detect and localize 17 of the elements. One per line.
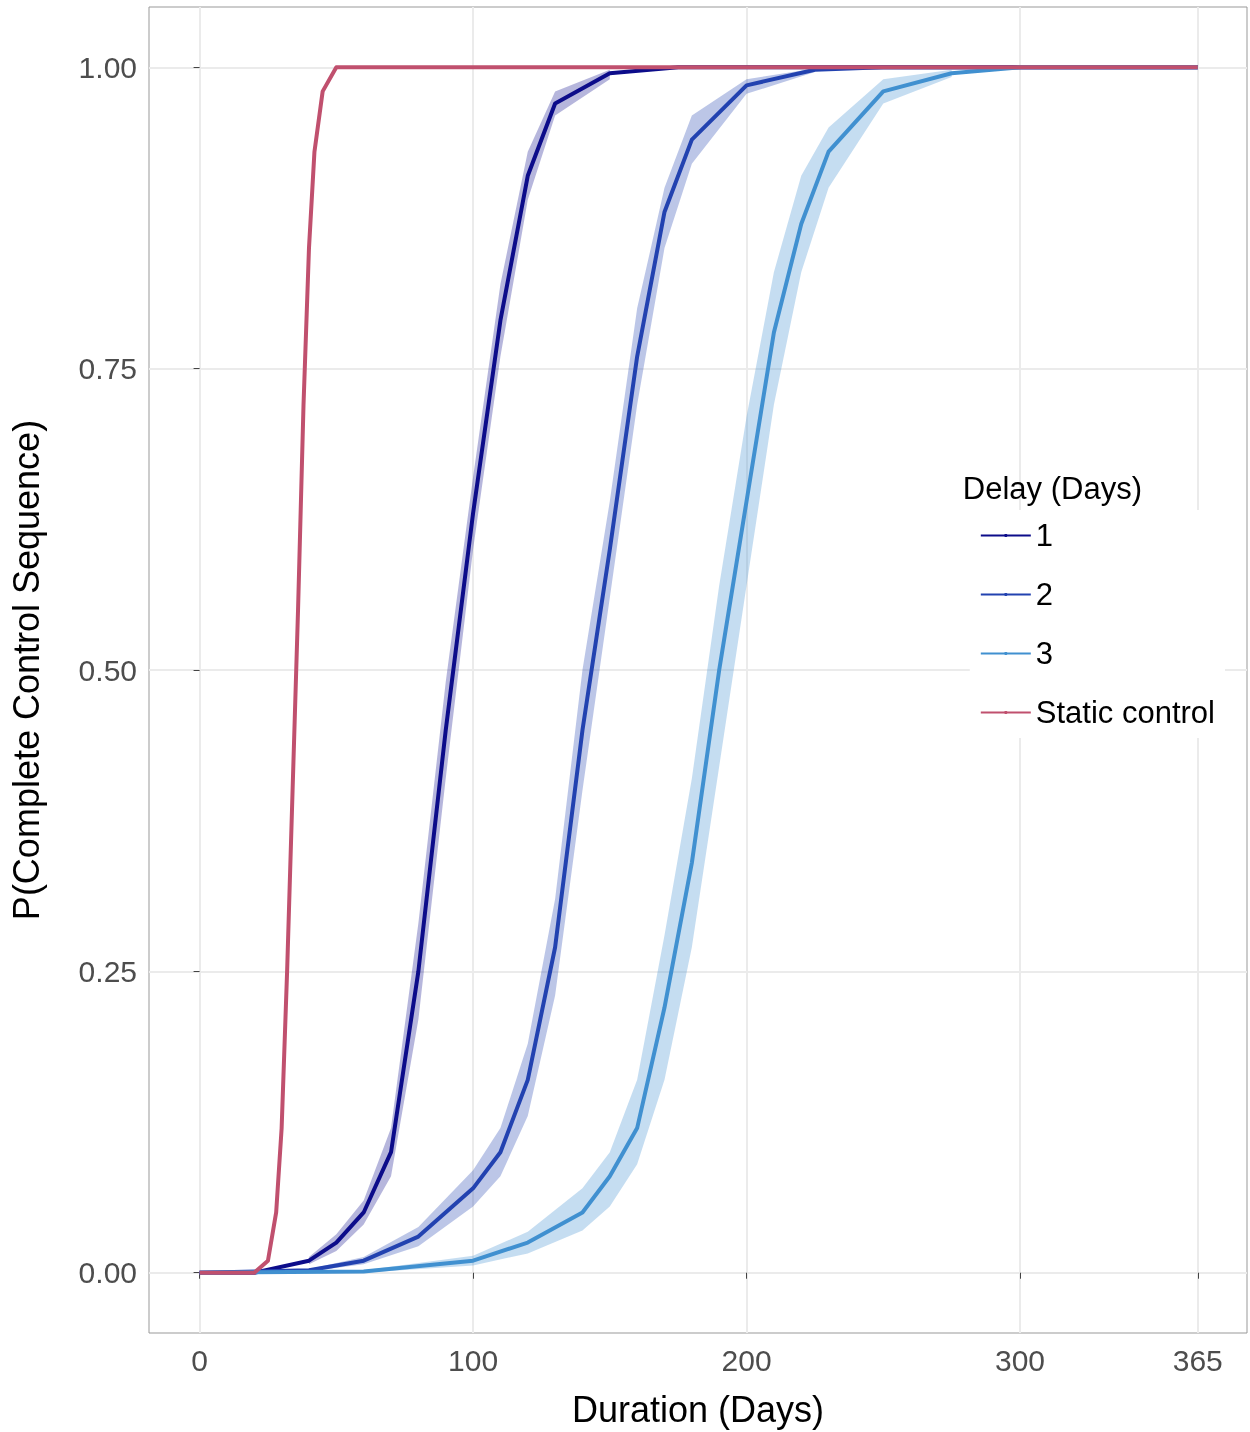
y-tick-label: 0.50 [78,653,137,687]
x-tick-label: 300 [994,1343,1046,1377]
y-tick-label: 1.00 [78,50,137,84]
x-tick-label: 365 [1172,1343,1223,1377]
x-tick-label: 0 [191,1343,208,1377]
x-tick-label: 200 [721,1343,772,1377]
y-axis-title: P(Complete Control Sequence) [5,419,47,921]
x-axis-title: Duration (Days) [571,1388,825,1430]
y-tick-label: 0.75 [78,352,137,386]
legend-title: Delay (Days) [962,471,1143,506]
x-tick-label: 100 [448,1343,499,1377]
legend-label: 2 [1035,577,1054,612]
legend-label: 3 [1035,636,1054,671]
y-tick-label: 0.00 [78,1256,137,1290]
legend-label: Static control [1035,695,1216,730]
legend-label: 1 [1035,518,1054,553]
y-tick-label: 0.25 [78,954,137,988]
